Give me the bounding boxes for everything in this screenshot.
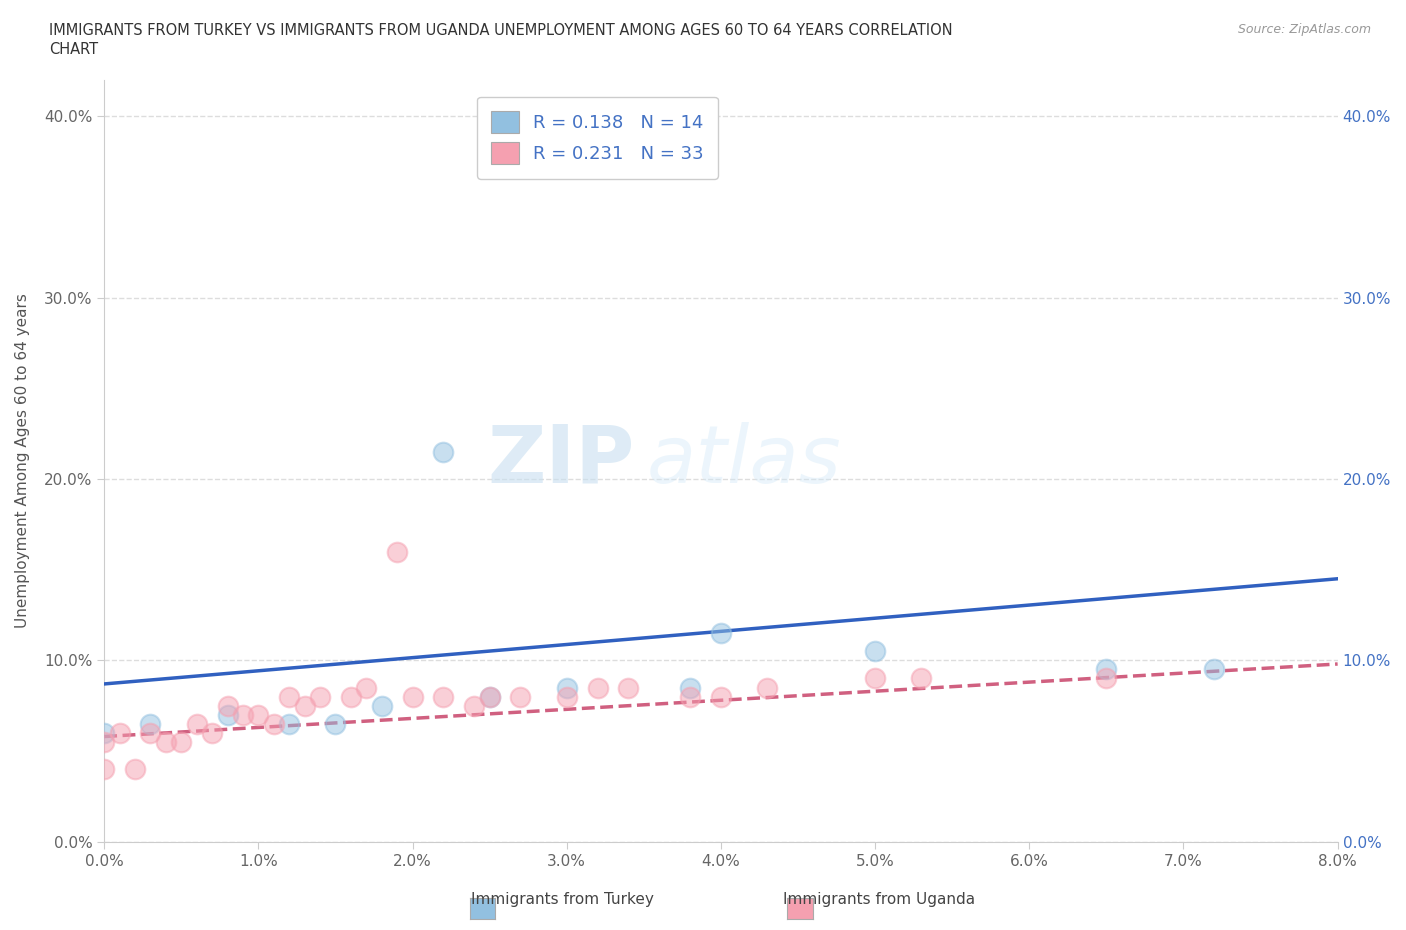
- Point: [710, 689, 733, 704]
- Point: [555, 680, 578, 695]
- Text: IMMIGRANTS FROM TURKEY VS IMMIGRANTS FROM UGANDA UNEMPLOYMENT AMONG AGES 60 TO 6: IMMIGRANTS FROM TURKEY VS IMMIGRANTS FRO…: [49, 23, 953, 38]
- Point: [93, 762, 115, 777]
- Point: [155, 735, 177, 750]
- Point: [247, 708, 270, 723]
- Legend: R = 0.138   N = 14, R = 0.231   N = 33: R = 0.138 N = 14, R = 0.231 N = 33: [477, 97, 718, 179]
- Point: [201, 725, 224, 740]
- Point: [1204, 662, 1226, 677]
- Point: [340, 689, 363, 704]
- Point: [232, 708, 254, 723]
- Point: [432, 689, 454, 704]
- Text: Immigrants from Uganda: Immigrants from Uganda: [783, 892, 974, 907]
- Point: [294, 698, 316, 713]
- Point: [309, 689, 332, 704]
- Point: [1095, 662, 1118, 677]
- Point: [756, 680, 779, 695]
- Point: [910, 671, 932, 686]
- Point: [432, 445, 454, 459]
- Point: [93, 725, 115, 740]
- Point: [217, 698, 239, 713]
- Point: [509, 689, 531, 704]
- Text: Source: ZipAtlas.com: Source: ZipAtlas.com: [1237, 23, 1371, 36]
- Point: [863, 671, 886, 686]
- Point: [93, 735, 115, 750]
- Point: [278, 689, 301, 704]
- Point: [617, 680, 640, 695]
- Point: [679, 689, 702, 704]
- Point: [139, 716, 162, 731]
- Point: [679, 680, 702, 695]
- Text: ZIP: ZIP: [488, 422, 634, 500]
- Point: [463, 698, 485, 713]
- Point: [401, 689, 423, 704]
- Point: [1095, 671, 1118, 686]
- Y-axis label: Unemployment Among Ages 60 to 64 years: Unemployment Among Ages 60 to 64 years: [15, 294, 30, 629]
- Text: CHART: CHART: [49, 42, 98, 57]
- Point: [170, 735, 193, 750]
- Point: [356, 680, 378, 695]
- Point: [278, 716, 301, 731]
- Point: [139, 725, 162, 740]
- Point: [863, 644, 886, 658]
- Point: [124, 762, 146, 777]
- Point: [217, 708, 239, 723]
- Point: [325, 716, 347, 731]
- Point: [385, 544, 408, 559]
- Point: [478, 689, 501, 704]
- Point: [478, 689, 501, 704]
- Point: [108, 725, 131, 740]
- Point: [710, 626, 733, 641]
- Point: [555, 689, 578, 704]
- Point: [263, 716, 285, 731]
- Text: atlas: atlas: [647, 422, 842, 500]
- Point: [370, 698, 392, 713]
- Point: [186, 716, 208, 731]
- Text: Immigrants from Turkey: Immigrants from Turkey: [471, 892, 654, 907]
- Point: [586, 680, 609, 695]
